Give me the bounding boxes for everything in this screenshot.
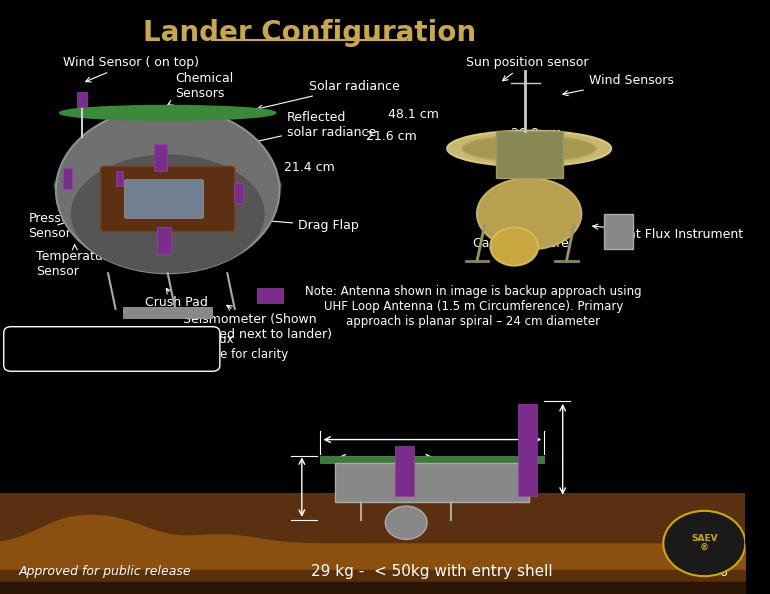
Text: Sun position sensor: Sun position sensor [466,56,588,81]
Text: Approved for public release: Approved for public release [18,565,191,578]
Bar [604,214,634,249]
Circle shape [663,511,745,576]
Ellipse shape [55,159,281,212]
Text: Wind Sensors: Wind Sensors [563,74,674,96]
Text: Note: Camera spheres and heat flux
instrument not shown in this figure for clari: Note: Camera spheres and heat flux instr… [18,333,288,362]
Bar [395,446,413,496]
Ellipse shape [462,135,596,162]
Text: Solar radiance: Solar radiance [257,80,400,110]
Ellipse shape [477,178,581,249]
Bar [116,170,123,185]
Ellipse shape [59,106,276,120]
Bar [336,463,529,502]
Text: SAEV
®: SAEV ® [691,534,718,553]
Text: Pressure
Sensor: Pressure Sensor [28,211,82,240]
Text: 21.4 cm: 21.4 cm [284,161,335,174]
Text: Note: Antenna shown in image is backup approach using
UHF Loop Antenna (1.5 m Ci: Note: Antenna shown in image is backup a… [305,285,641,328]
Bar [123,307,213,318]
Bar [153,144,167,170]
Text: 29 kg -  < 50kg with entry shell: 29 kg - < 50kg with entry shell [311,564,553,579]
Bar [320,456,544,463]
Text: Chemical
Sensors: Chemical Sensors [168,72,233,105]
Bar [77,92,87,107]
Text: Drag Flap: Drag Flap [257,218,359,232]
Ellipse shape [447,131,611,166]
Circle shape [490,228,538,266]
FancyBboxPatch shape [4,327,220,371]
Text: Seismometer (Shown
dropped next to lander): Seismometer (Shown dropped next to lande… [182,305,332,341]
Text: 20.8 cm: 20.8 cm [511,127,562,140]
FancyBboxPatch shape [101,166,235,232]
Text: Lander Configuration: Lander Configuration [142,18,476,47]
Text: Heat Flux Instrument: Heat Flux Instrument [593,224,743,241]
Text: 21.6 cm: 21.6 cm [366,130,417,143]
Text: Temperature
Sensor: Temperature Sensor [35,245,116,279]
Text: Reflected
solar radiance: Reflected solar radiance [243,110,377,146]
Text: Crush Pad: Crush Pad [146,288,208,309]
Ellipse shape [71,154,265,273]
Bar [496,131,563,178]
Ellipse shape [56,107,280,273]
Bar [257,288,283,303]
Bar [518,404,537,496]
Text: Camera sphere: Camera sphere [474,237,569,250]
Text: 6: 6 [718,566,727,579]
Text: 48.1 cm: 48.1 cm [388,108,439,121]
Bar [157,227,171,254]
Bar [234,182,243,203]
Bar [0,493,745,594]
FancyBboxPatch shape [125,179,203,219]
Text: Wind Sensor ( on top): Wind Sensor ( on top) [63,56,199,82]
Circle shape [385,506,427,539]
Bar [62,168,72,188]
